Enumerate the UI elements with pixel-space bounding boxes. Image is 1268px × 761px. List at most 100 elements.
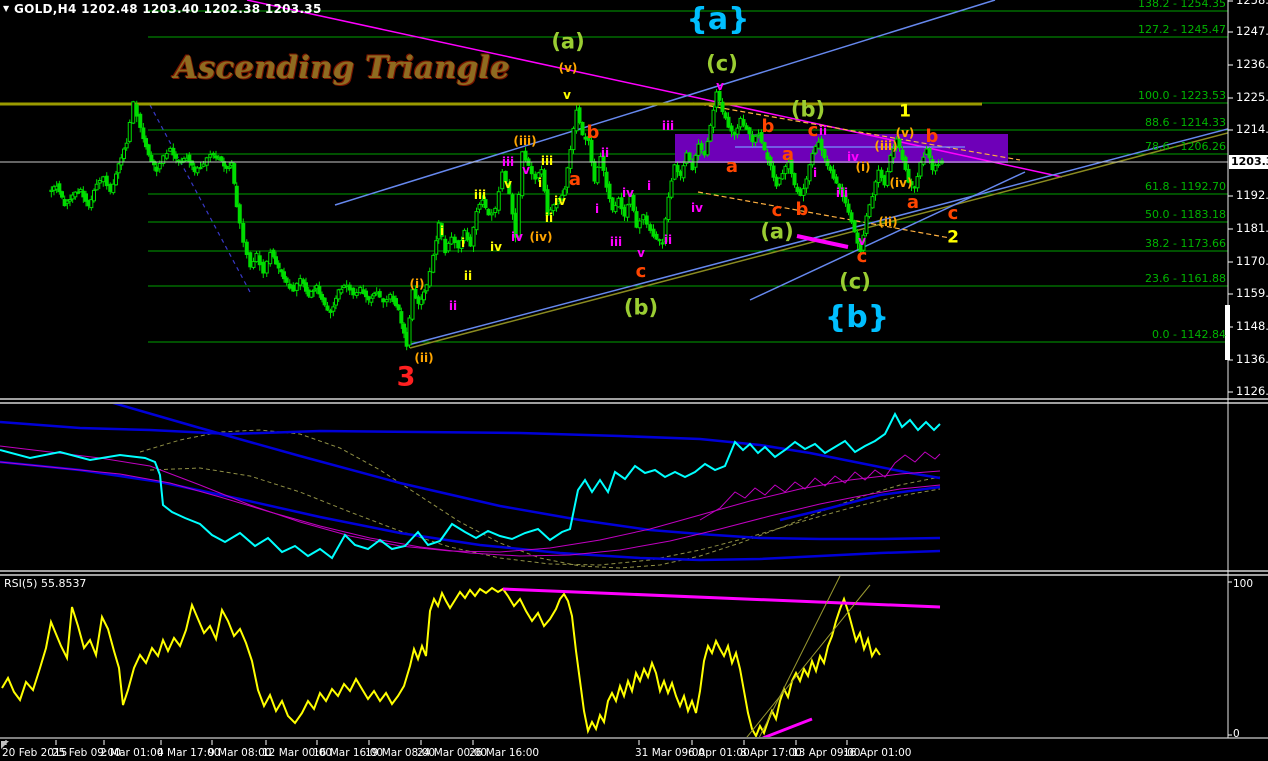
candle <box>49 189 54 192</box>
candle <box>122 148 126 160</box>
indicator-line <box>779 485 941 522</box>
candle <box>57 183 62 193</box>
axis-scrollbar-thumb[interactable] <box>1225 305 1230 360</box>
candle <box>325 305 330 311</box>
candle <box>374 291 379 295</box>
more-history-icon[interactable] <box>1 741 9 749</box>
candle <box>804 178 809 189</box>
candle <box>813 145 818 154</box>
candle <box>381 298 386 303</box>
trend-line <box>697 191 951 239</box>
candle <box>279 269 284 273</box>
candle <box>604 171 609 188</box>
candle <box>465 232 470 241</box>
candle <box>867 204 872 218</box>
candle <box>493 207 498 213</box>
indicator-line <box>112 404 941 541</box>
candle <box>619 197 624 210</box>
candle <box>888 154 893 173</box>
candle <box>402 323 406 334</box>
candle <box>264 260 269 274</box>
candle <box>301 279 306 284</box>
candle <box>410 289 415 320</box>
candle <box>631 194 636 211</box>
candle <box>777 177 782 185</box>
candle <box>533 173 538 180</box>
indicator-line <box>149 467 941 566</box>
candle <box>287 283 292 289</box>
candle <box>849 212 854 223</box>
candle <box>586 136 591 141</box>
candle <box>127 122 132 142</box>
candle <box>304 282 308 292</box>
candle <box>161 155 166 165</box>
candle <box>885 171 890 186</box>
candle <box>427 271 432 287</box>
candle <box>291 284 296 292</box>
candle <box>641 214 646 221</box>
candle <box>780 173 785 180</box>
candle <box>119 157 124 166</box>
candle <box>208 154 213 158</box>
candle <box>846 203 851 213</box>
candle <box>384 299 389 303</box>
trend-line <box>796 234 849 249</box>
candle <box>446 242 451 252</box>
candle <box>394 298 398 307</box>
candle <box>154 166 159 172</box>
candle <box>486 208 491 216</box>
candle <box>666 196 671 220</box>
candle <box>513 212 518 238</box>
candle <box>500 171 505 190</box>
candle <box>762 142 767 151</box>
candle <box>879 169 884 178</box>
candle <box>131 101 136 124</box>
candle <box>344 284 349 287</box>
candle <box>828 166 833 171</box>
trend-line <box>407 128 1228 346</box>
candle <box>711 109 716 128</box>
candle <box>557 197 562 202</box>
indicator-line <box>699 451 941 521</box>
candle <box>114 173 118 186</box>
candle <box>320 293 324 300</box>
candle <box>801 188 806 196</box>
candle <box>108 183 113 192</box>
candle <box>489 212 494 216</box>
candle <box>84 193 88 202</box>
candle <box>439 223 444 237</box>
candle <box>930 159 935 171</box>
candle <box>294 282 299 291</box>
candle <box>705 141 710 156</box>
candle <box>807 164 812 182</box>
candle <box>822 148 827 159</box>
candle <box>873 181 878 196</box>
candle <box>637 220 642 229</box>
candle <box>144 138 148 148</box>
candle <box>431 254 436 273</box>
candle <box>424 284 429 292</box>
candle <box>542 169 547 192</box>
candle <box>111 183 116 194</box>
candle <box>60 191 64 198</box>
candle <box>723 112 728 119</box>
candle <box>248 252 253 268</box>
trend-line <box>246 0 1063 178</box>
candle <box>214 155 218 159</box>
indicator-line <box>0 420 941 480</box>
candle <box>198 166 203 170</box>
candle <box>897 138 902 149</box>
candle <box>741 119 746 126</box>
candle <box>94 183 99 191</box>
candle <box>377 291 382 298</box>
candle <box>347 284 352 291</box>
candle <box>271 249 276 258</box>
indicator-line <box>0 411 941 560</box>
consolidation-box <box>675 134 1008 163</box>
candle <box>580 122 585 136</box>
candle <box>765 152 770 160</box>
candle <box>331 306 336 312</box>
candle <box>589 139 594 163</box>
candle <box>861 234 866 251</box>
